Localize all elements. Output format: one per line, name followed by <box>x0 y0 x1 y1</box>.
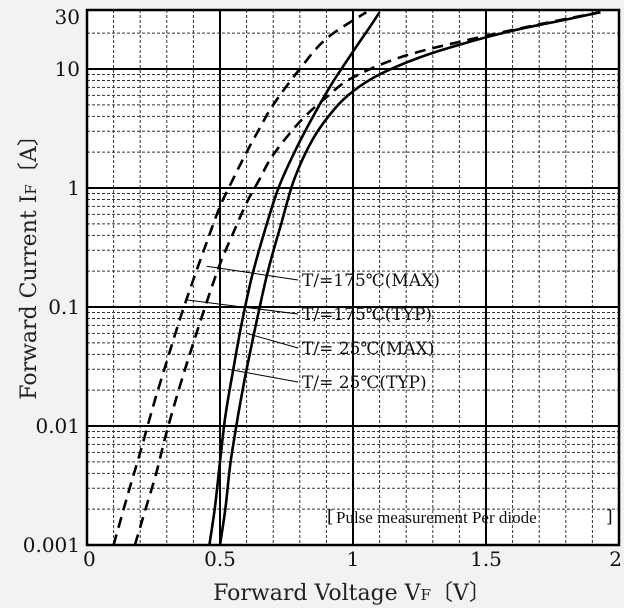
x-tick-label: 0.5 <box>204 547 236 571</box>
label-leader-lines <box>185 265 299 383</box>
series-line-4 <box>218 10 601 546</box>
x-tick-label: 2 <box>609 547 622 571</box>
plot-frame <box>85 8 621 547</box>
note-box: [ Pulse measurement Per diode ] <box>327 507 613 527</box>
note-bracket-right: ] <box>606 507 613 527</box>
y-axis-label: Forward Current IF〔A〕 <box>17 124 42 399</box>
y-tick-label: 30 <box>55 5 80 29</box>
x-tick-label: 0 <box>83 547 96 571</box>
y-tick-label: 10 <box>55 57 80 81</box>
x-axis-label-text: Forward Voltage V <box>213 581 422 606</box>
y-axis-label-subscript: F <box>22 184 40 194</box>
leader-line-4 <box>227 368 299 383</box>
series-line-2 <box>133 10 601 546</box>
y-tick-label: 0.01 <box>35 414 80 438</box>
series-labels: T/=175℃(MAX) T/=175℃(TYP) T/= 25℃(MAX) T/= … <box>302 271 440 393</box>
x-tick-labels: 0 0.5 1 1.5 2 <box>83 547 622 571</box>
x-axis-label-unit: 〔V〕 <box>431 581 491 606</box>
series-label-3: T/= 25℃(MAX) <box>302 339 434 359</box>
y-tick-label: 0.1 <box>48 295 80 319</box>
y-tick-labels: 0.001 0.01 0.1 1 10 30 <box>23 5 80 557</box>
x-tick-label: 1.5 <box>470 547 502 571</box>
leader-line-2 <box>185 299 299 315</box>
y-tick-label: 1 <box>67 176 80 200</box>
curves <box>112 10 601 546</box>
leader-line-1 <box>206 265 299 281</box>
x-tick-label: 1 <box>347 547 360 571</box>
series-label-4: T/= 25℃(TYP) <box>302 373 427 393</box>
note-text: Pulse measurement Per diode <box>336 508 537 527</box>
y-tick-label: 0.001 <box>23 533 80 557</box>
series-label-1: T/=175℃(MAX) <box>302 271 440 291</box>
x-axis-label-subscript: F <box>421 586 431 604</box>
y-axis-label-unit: 〔A〕 <box>17 124 42 184</box>
series-line-3 <box>208 11 381 546</box>
series-line-1 <box>112 11 368 546</box>
series-label-2: T/=175℃(TYP) <box>302 305 432 325</box>
x-axis-label: Forward Voltage VF〔V〕 <box>213 581 491 606</box>
note-bracket-left: [ <box>327 507 334 527</box>
leader-line-3 <box>246 332 299 349</box>
y-axis-label-text: Forward Current I <box>17 195 42 400</box>
